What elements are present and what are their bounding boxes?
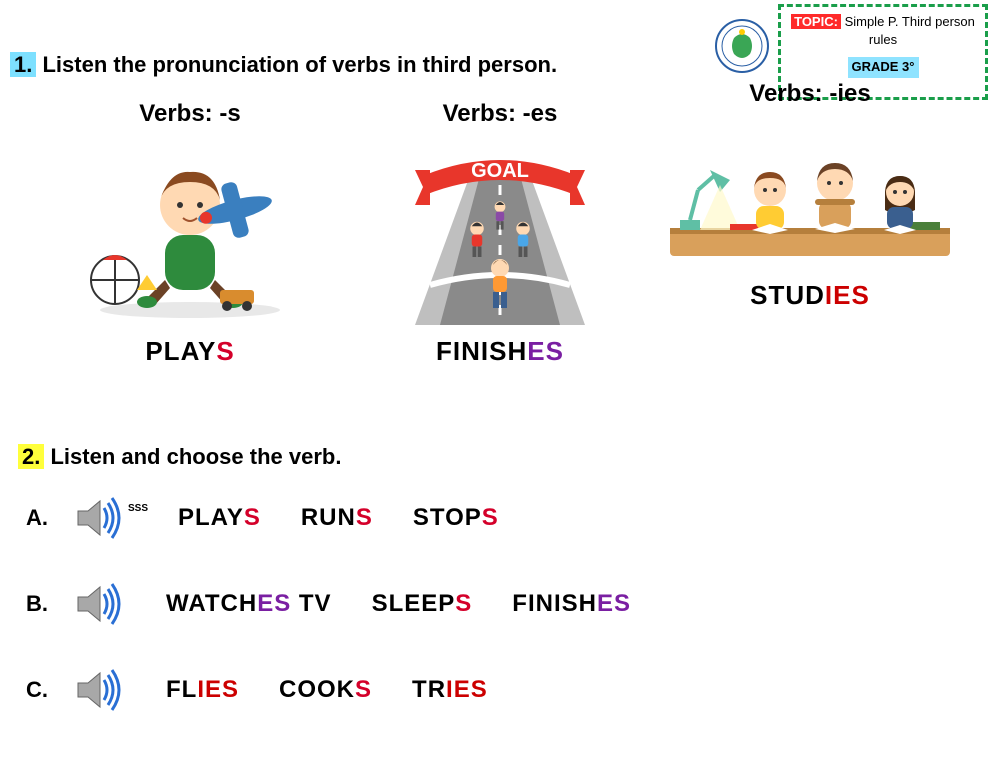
verb-stem: SLEEP: [372, 590, 456, 617]
verb-suffix: S: [482, 504, 499, 531]
column-ies: Verbs: -ies: [660, 100, 960, 367]
grade-label: GRADE 3°: [848, 57, 919, 77]
verb-stem: STOP: [413, 504, 482, 531]
topic-text: Simple P. Third person rules: [845, 14, 975, 47]
verb-option[interactable]: FINISHES: [512, 590, 631, 618]
school-logo: [714, 18, 770, 79]
column-es-head: Verbs: -es: [350, 100, 650, 128]
choice-a-options: PLAYSRUNSSTOPS: [178, 504, 499, 532]
choice-a-letter: A.: [26, 505, 72, 531]
speaker-icon[interactable]: [72, 665, 136, 715]
verb-stem: PLAY: [178, 504, 244, 531]
verb-stem: FINISH: [512, 590, 597, 617]
verb-suffix: ES: [257, 590, 291, 617]
studies-stem: STUD: [750, 280, 825, 310]
instruction-1-number: 1.: [10, 52, 36, 77]
verb-suffix: IES: [197, 676, 239, 703]
instruction-2-number: 2.: [18, 444, 44, 469]
verb-option[interactable]: FLIES: [166, 676, 239, 704]
verb-option[interactable]: WATCHES TV: [166, 590, 332, 618]
verb-option[interactable]: SLEEPS: [372, 590, 473, 618]
finishes-illustration: GOAL: [350, 140, 650, 320]
finishes-stem: FINISH: [436, 336, 527, 366]
verb-suffix: S: [244, 504, 261, 531]
sss-label: SSS: [128, 503, 148, 514]
verbs-columns: Verbs: -s: [40, 100, 960, 367]
verb-option[interactable]: PLAYS: [178, 504, 261, 532]
studies-suffix: IES: [825, 280, 870, 310]
verb-suffix: S: [455, 590, 472, 617]
speaker-icon[interactable]: [72, 579, 136, 629]
studies-caption: STUDIES: [660, 280, 960, 311]
plays-stem: PLAY: [145, 336, 216, 366]
finishes-suffix: ES: [527, 336, 564, 366]
choice-row-b: B. WATCHES TVSLEEPSFINISHES: [26, 576, 631, 632]
verb-stem: WATCH: [166, 590, 257, 617]
verb-suffix: S: [356, 504, 373, 531]
verb-stem: TR: [412, 676, 446, 703]
verb-option[interactable]: RUNS: [301, 504, 373, 532]
choice-row-c: C. FLIESCOOKSTRIES: [26, 662, 631, 718]
column-s: Verbs: -s: [40, 100, 340, 367]
studies-illustration: [660, 120, 960, 270]
choice-row-a: A. SSS PLAYSRUNSSTOPS: [26, 490, 631, 546]
verb-option[interactable]: STOPS: [413, 504, 499, 532]
plays-suffix: S: [216, 336, 234, 366]
finishes-caption: FINISHES: [350, 336, 650, 367]
instruction-2-text: Listen and choose the verb.: [50, 444, 341, 469]
plays-illustration: [40, 140, 340, 320]
verb-option[interactable]: COOKS: [279, 676, 372, 704]
verb-option[interactable]: TRIES: [412, 676, 488, 704]
svg-text:GOAL: GOAL: [471, 160, 529, 182]
verb-tail: TV: [291, 590, 331, 617]
choice-c-letter: C.: [26, 677, 72, 703]
column-ies-head: Verbs: -ies: [660, 80, 960, 108]
column-s-head: Verbs: -s: [40, 100, 340, 128]
verb-stem: FL: [166, 676, 197, 703]
verb-stem: COOK: [279, 676, 355, 703]
choice-b-letter: B.: [26, 591, 72, 617]
verb-suffix: IES: [446, 676, 488, 703]
verb-suffix: ES: [597, 590, 631, 617]
choices-list: A. SSS PLAYSRUNSSTOPS B. WATCHES TVSLEEP…: [26, 490, 631, 748]
choice-b-options: WATCHES TVSLEEPSFINISHES: [166, 590, 631, 618]
instruction-2: 2. Listen and choose the verb.: [18, 444, 341, 470]
verb-stem: RUN: [301, 504, 356, 531]
choice-c-options: FLIESCOOKSTRIES: [166, 676, 488, 704]
plays-caption: PLAYS: [40, 336, 340, 367]
topic-label: TOPIC:: [791, 14, 841, 29]
instruction-1: 1. Listen the pronunciation of verbs in …: [10, 52, 557, 78]
topic-line: TOPIC: Simple P. Third person rules: [789, 13, 977, 49]
speaker-icon[interactable]: [72, 493, 136, 543]
verb-suffix: S: [355, 676, 372, 703]
instruction-1-text: Listen the pronunciation of verbs in thi…: [42, 52, 557, 77]
column-es: Verbs: -es GOAL: [350, 100, 650, 367]
